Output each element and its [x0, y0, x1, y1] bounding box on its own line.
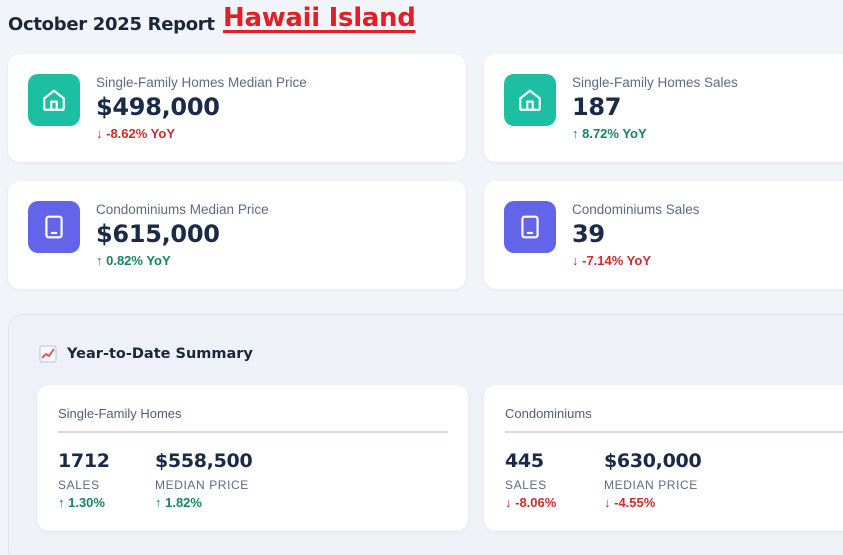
ytd-card-single-family: Single-Family Homes 1712 SALES ↑ 1.30% $… — [37, 385, 468, 531]
ytd-price-change: ↑ 1.82% — [155, 495, 202, 510]
ytd-title: Year-to-Date Summary — [67, 346, 253, 362]
ytd-card-condominiums: Condominiums 445 SALES ↓ -8.06% $630,000… — [484, 385, 843, 531]
report-header: October 2025 Report Hawaii Island — [8, 3, 416, 42]
ytd-price-value: $558,500 — [155, 450, 253, 472]
metric-card-condo-sales: Condominiums Sales 39 ↓ -7.14% YoY — [484, 181, 843, 289]
report-title: October 2025 Report — [8, 13, 215, 35]
condo-icon — [28, 201, 80, 253]
metric-card-sfh-median-price: Single-Family Homes Median Price $498,00… — [8, 54, 466, 162]
ytd-sales-value: 1712 — [58, 450, 110, 472]
region-title: Hawaii Island — [223, 3, 416, 33]
ytd-price-value: $630,000 — [604, 450, 702, 472]
ytd-card-title: Single-Family Homes — [58, 406, 182, 421]
metric-value: 187 — [572, 93, 622, 121]
ytd-header: Year-to-Date Summary — [39, 345, 253, 363]
metric-label: Single-Family Homes Sales — [572, 75, 738, 90]
metric-change: ↑ 8.72% YoY — [572, 126, 647, 141]
metric-card-sfh-sales: Single-Family Homes Sales 187 ↑ 8.72% Yo… — [484, 54, 843, 162]
ytd-sales-label: SALES — [58, 478, 100, 492]
divider — [505, 431, 843, 433]
ytd-price-label: MEDIAN PRICE — [604, 478, 698, 492]
ytd-sales-change: ↓ -8.06% — [505, 495, 557, 510]
ytd-sales-value: 445 — [505, 450, 544, 472]
metric-label: Single-Family Homes Median Price — [96, 75, 307, 90]
ytd-price-label: MEDIAN PRICE — [155, 478, 249, 492]
ytd-sales-label: SALES — [505, 478, 547, 492]
metric-change: ↓ -8.62% YoY — [96, 126, 175, 141]
metric-value: $615,000 — [96, 220, 220, 248]
ytd-summary-section: Year-to-Date Summary Single-Family Homes… — [8, 314, 843, 555]
metric-change: ↑ 0.82% YoY — [96, 253, 171, 268]
house-icon — [504, 74, 556, 126]
ytd-card-title: Condominiums — [505, 406, 592, 421]
metric-change: ↓ -7.14% YoY — [572, 253, 651, 268]
ytd-price-change: ↓ -4.55% — [604, 495, 656, 510]
metric-label: Condominiums Median Price — [96, 202, 269, 217]
house-icon — [28, 74, 80, 126]
metric-value: $498,000 — [96, 93, 220, 121]
chart-increasing-icon — [39, 345, 57, 363]
condo-icon — [504, 201, 556, 253]
divider — [58, 431, 448, 433]
metric-label: Condominiums Sales — [572, 202, 700, 217]
metric-card-condo-median-price: Condominiums Median Price $615,000 ↑ 0.8… — [8, 181, 466, 289]
ytd-sales-change: ↑ 1.30% — [58, 495, 105, 510]
metric-value: 39 — [572, 220, 605, 248]
